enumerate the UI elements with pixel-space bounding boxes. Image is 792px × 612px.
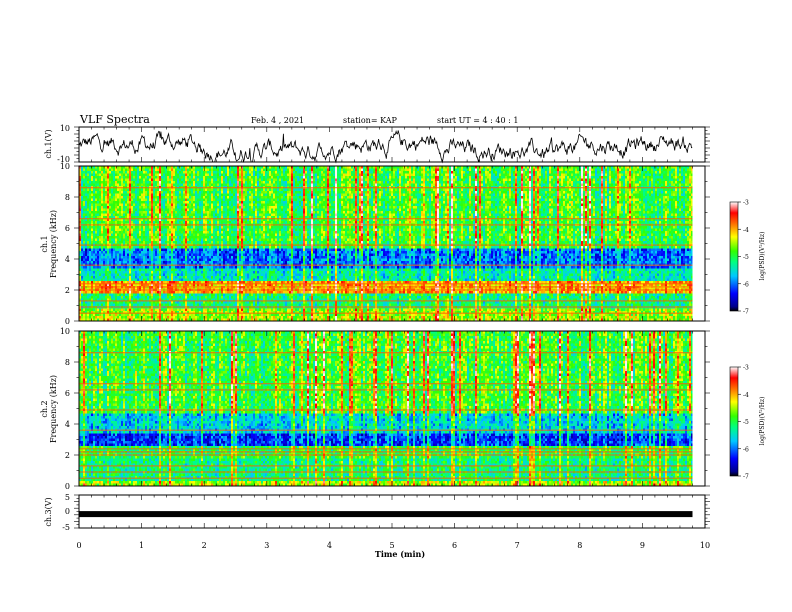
frequency-tick-label: 2 — [65, 451, 70, 460]
ch1-spectrogram-panel: 0 2 4 6 8 10 ch.1 Frequency (kHz) — [40, 162, 710, 326]
ch3-ytick-top: 5 — [65, 493, 70, 502]
frequency-tick-label: 0 — [65, 317, 70, 326]
colorbar-tick-label: -4 — [743, 392, 749, 399]
colorbar-tick-label: -6 — [743, 446, 749, 453]
frequency-tick-label: 8 — [65, 358, 70, 367]
frequency-tick-label: 8 — [65, 193, 70, 202]
ch2-spectrogram-ylabel-line2: Frequency (kHz) — [49, 375, 58, 443]
time-tick-label: 3 — [264, 541, 269, 550]
ch3-ytick-mid: 0 — [65, 507, 70, 516]
time-tick-label: 10 — [700, 541, 710, 550]
ch1-ytick-top: 10 — [60, 124, 70, 133]
station-label: station= KAP — [343, 116, 398, 125]
ch2-colorbar: -3 -4 -5 -6 -7 log(PSD)(V²/Hz) — [730, 365, 766, 481]
frequency-tick-label: 4 — [65, 255, 70, 264]
colorbar-tick-label: -7 — [743, 309, 749, 316]
ch1-spectrogram-ylabel-line1: ch.1 — [40, 235, 49, 252]
time-tick-label: 8 — [577, 541, 582, 550]
ch1-colorbar-label: log(PSD)(V²/Hz) — [759, 232, 766, 281]
frequency-tick-label: 4 — [65, 420, 70, 429]
ch1-colorbar: -3 -4 -5 -6 -7 log(PSD)(V²/Hz) — [730, 200, 766, 316]
time-tick-label: 0 — [76, 541, 81, 550]
frequency-tick-label: 10 — [60, 327, 70, 336]
time-tick-label: 7 — [515, 541, 520, 550]
colorbar-tick-label: -7 — [743, 474, 749, 481]
ch1-spectrogram-image — [79, 166, 705, 321]
ch2-spectrogram-panel: 0 2 4 6 8 10 ch.2 Frequency (kHz) — [40, 327, 710, 491]
vlf-figure: VLF Spectra Feb. 4 , 2021 station= KAP s… — [0, 0, 792, 612]
date-label: Feb. 4 , 2021 — [251, 116, 304, 125]
time-tick-label: 6 — [452, 541, 457, 550]
colorbar-tick-label: -4 — [743, 227, 749, 234]
ch2-spectrogram-ytick-labels: 0 2 4 6 8 10 — [60, 327, 70, 491]
ch1-waveform-panel: 10 -10 ch.1(V) — [44, 124, 710, 164]
colorbar-tick-label: -3 — [743, 200, 749, 207]
ch3-waveform-ylabel: ch.3(V) — [44, 497, 53, 526]
frequency-tick-label: 10 — [60, 162, 70, 171]
frequency-tick-label: 0 — [65, 482, 70, 491]
figure-title: VLF Spectra — [79, 113, 150, 126]
time-tick-label: 2 — [202, 541, 207, 550]
time-axis-label: Time (min) — [375, 549, 425, 559]
colorbar-tick-label: -6 — [743, 281, 749, 288]
time-tick-label: 1 — [139, 541, 144, 550]
ch3-waveform-panel: 5 0 -5 ch.3(V) — [44, 493, 710, 532]
frequency-tick-label: 2 — [65, 286, 70, 295]
time-tick-label: 4 — [327, 541, 332, 550]
ch1-spectrogram-ytick-labels: 0 2 4 6 8 10 — [60, 162, 70, 326]
frequency-tick-label: 6 — [65, 224, 70, 233]
colorbar-tick-label: -5 — [743, 419, 749, 426]
frequency-tick-label: 6 — [65, 389, 70, 398]
colorbar-tick-label: -5 — [743, 254, 749, 261]
ch1-waveform-ylabel: ch.1(V) — [44, 129, 53, 158]
ch3-ytick-bottom: -5 — [62, 523, 70, 532]
start-time-label: start UT = 4 : 40 : 1 — [437, 116, 518, 125]
ch1-spectrogram-ylabel-line2: Frequency (kHz) — [49, 210, 58, 278]
colorbar-tick-label: -3 — [743, 365, 749, 372]
ch3-waveform-line — [79, 511, 693, 517]
ch2-spectrogram-ylabel-line1: ch.2 — [40, 400, 49, 417]
ch2-colorbar-label: log(PSD)(V²/Hz) — [759, 397, 766, 446]
ch2-spectrogram-image — [79, 331, 705, 486]
time-tick-label: 9 — [640, 541, 645, 550]
